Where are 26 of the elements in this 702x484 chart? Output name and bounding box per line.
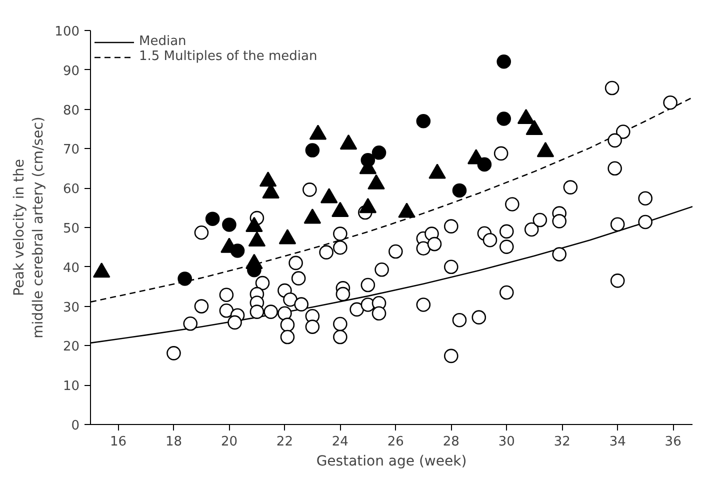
y-tick-label: 70	[62, 142, 80, 158]
y-tick-label: 90	[62, 64, 80, 79]
x-tick-label: 26	[387, 434, 404, 450]
y-tick-label: 20	[62, 340, 80, 355]
y-axis-title: Peak velocity in the middle cerebral artery (cm/sec)	[11, 116, 47, 338]
y-tick-label: 60	[62, 182, 80, 198]
x-tick-label: 30	[498, 434, 515, 450]
x-tick-label: 24	[332, 434, 348, 450]
legend-label: 1.5 Multiples of the median	[139, 49, 318, 64]
x-tick-label: 20	[220, 434, 238, 450]
x-tick-label: 36	[664, 434, 682, 450]
y-tick-label: 0	[71, 418, 80, 434]
x-axis-title: Gestation age (week)	[316, 454, 467, 470]
y-tick-label: 10	[62, 379, 80, 394]
y-tick-label: 40	[62, 260, 80, 276]
x-tick-label: 28	[442, 434, 460, 450]
legend-label: Median	[139, 34, 186, 49]
x-tick-label: 16	[110, 434, 127, 450]
y-tick-label: 100	[54, 24, 80, 40]
x-tick-label: 34	[609, 434, 626, 450]
x-tick-label: 22	[276, 434, 293, 450]
y-tick-label: 80	[62, 103, 80, 118]
y-tick-label: 30	[62, 300, 80, 316]
x-tick-label: 32	[554, 434, 570, 450]
y-tick-label: 50	[62, 222, 80, 236]
x-tick-label: 18	[165, 434, 182, 450]
